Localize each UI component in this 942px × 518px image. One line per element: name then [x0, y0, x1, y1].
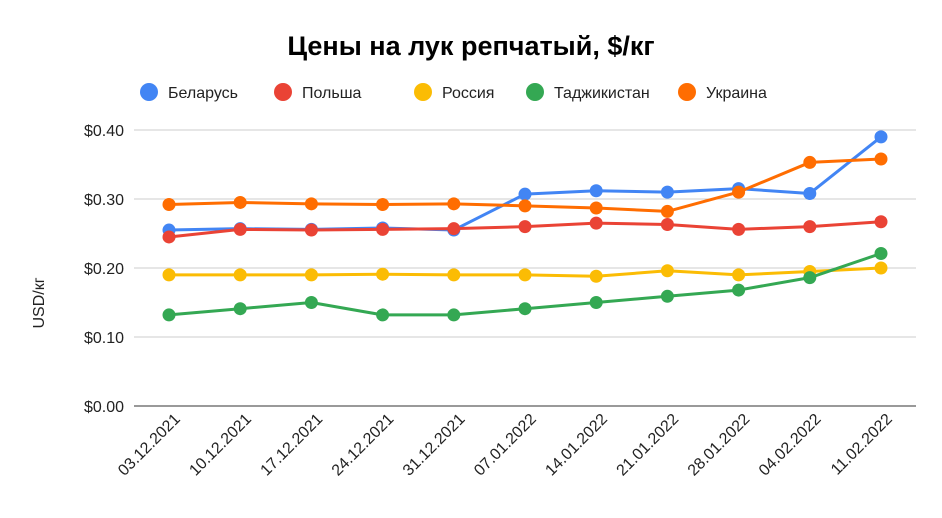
- x-tick-label: 17.12.2021: [258, 411, 327, 480]
- data-point: [803, 155, 817, 169]
- data-point: [874, 247, 888, 261]
- legend-marker: [678, 83, 696, 101]
- series-line: [168, 135, 882, 232]
- data-point: [162, 308, 176, 322]
- data-point: [162, 268, 176, 282]
- data-point: [376, 222, 390, 236]
- legend-marker: [526, 83, 544, 101]
- data-point: [233, 195, 247, 209]
- x-axis-ticks: 03.12.2021 10.12.2021 17.12.2021 24.12.2021…: [115, 411, 896, 480]
- y-tick-label: $0.20: [84, 261, 124, 278]
- legend-label: Россия: [442, 85, 494, 102]
- x-tick-label: 10.12.2021: [186, 411, 255, 480]
- data-point: [447, 268, 461, 282]
- x-tick-label: 11.02.2022: [828, 411, 896, 479]
- data-point: [304, 268, 318, 282]
- data-point: [732, 222, 746, 236]
- data-point: [233, 302, 247, 316]
- series: [162, 152, 888, 218]
- data-point: [732, 283, 746, 297]
- data-point: [376, 267, 390, 281]
- data-point: [660, 185, 674, 199]
- y-tick-label: $0.10: [84, 330, 124, 347]
- x-tick-label: 14.01.2022: [542, 411, 611, 480]
- data-point: [447, 197, 461, 211]
- data-point: [874, 130, 888, 144]
- data-point: [803, 271, 817, 285]
- legend-marker: [414, 83, 432, 101]
- data-point: [304, 223, 318, 237]
- data-point: [304, 296, 318, 309]
- data-point: [732, 185, 746, 199]
- data-point: [874, 152, 888, 166]
- data-point: [233, 268, 247, 282]
- legend-label: Таджикистан: [554, 85, 650, 102]
- data-point: [376, 308, 390, 322]
- legend: Беларусь Польша Россия Таджикистан Украина: [140, 83, 767, 102]
- x-tick-label: 07.01.2022: [471, 411, 540, 480]
- series-group: [162, 130, 888, 322]
- data-point: [376, 198, 390, 212]
- data-point: [660, 204, 674, 218]
- y-axis-label: USD/кг: [31, 277, 48, 328]
- data-point: [874, 215, 888, 229]
- data-point: [589, 269, 603, 283]
- data-point: [589, 201, 603, 215]
- legend-label: Беларусь: [168, 85, 238, 102]
- y-axis-ticks: $0.00 $0.10 $0.20 $0.30 $0.40: [84, 123, 124, 416]
- data-point: [803, 186, 817, 200]
- legend-label: Украина: [706, 85, 767, 102]
- grid: [134, 129, 916, 407]
- series: [162, 261, 888, 283]
- data-point: [803, 220, 817, 234]
- data-point: [447, 308, 461, 322]
- data-point: [447, 222, 461, 236]
- y-tick-label: $0.40: [84, 123, 124, 140]
- data-point: [518, 302, 532, 316]
- data-point: [732, 268, 746, 282]
- x-tick-label: 03.12.2021: [115, 411, 184, 480]
- series: [162, 247, 888, 322]
- data-point: [233, 222, 247, 236]
- data-point: [162, 230, 176, 244]
- legend-label: Польша: [302, 85, 362, 102]
- legend-marker: [140, 83, 158, 101]
- legend-marker: [274, 83, 292, 101]
- data-point: [660, 289, 674, 303]
- data-point: [874, 261, 888, 275]
- data-point: [518, 268, 532, 282]
- data-point: [162, 198, 176, 212]
- data-point: [589, 296, 603, 309]
- x-tick-label: 04.02.2022: [756, 411, 825, 480]
- x-tick-label: 28.01.2022: [685, 411, 754, 480]
- y-tick-label: $0.30: [84, 192, 124, 209]
- x-tick-label: 24.12.2021: [329, 411, 398, 480]
- data-point: [660, 218, 674, 232]
- data-point: [589, 216, 603, 230]
- data-point: [518, 187, 532, 201]
- x-tick-label: 21.01.2022: [614, 411, 683, 480]
- data-point: [304, 197, 318, 211]
- series: [162, 215, 888, 244]
- x-tick-label: 31.12.2021: [400, 411, 469, 480]
- data-point: [589, 184, 603, 198]
- data-point: [660, 264, 674, 278]
- y-tick-label: $0.00: [84, 399, 124, 416]
- chart-title: Цены на лук репчатый, $/кг: [287, 31, 654, 61]
- data-point: [518, 199, 532, 213]
- data-point: [518, 220, 532, 234]
